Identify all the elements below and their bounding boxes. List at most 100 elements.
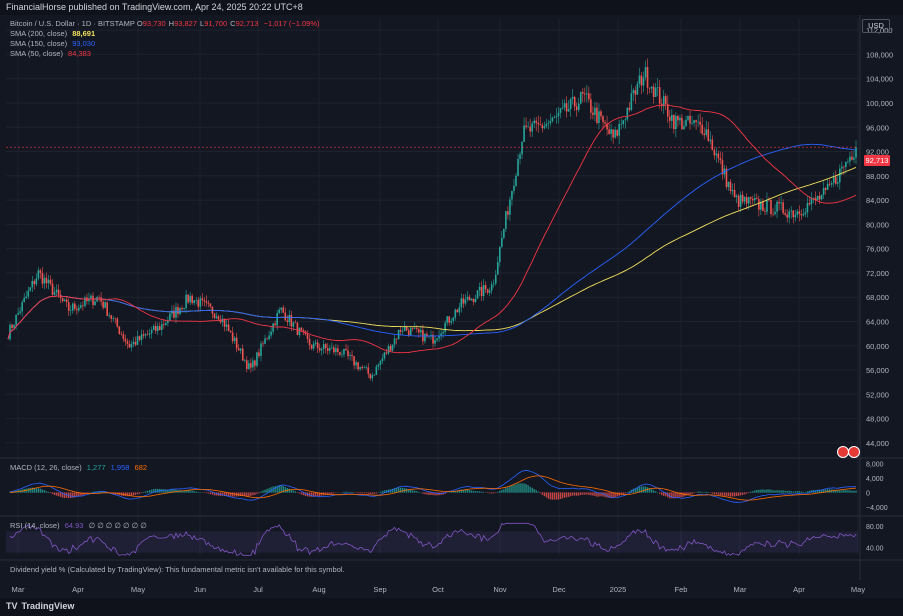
macd-histogram-bar [165, 489, 167, 493]
candle-body [577, 103, 580, 110]
candle-body [250, 363, 252, 368]
candle-body [167, 320, 169, 324]
macd-histogram-bar [592, 492, 594, 496]
macd-histogram-bar [855, 490, 857, 493]
candle-body [223, 318, 226, 327]
candle-body [703, 133, 706, 136]
candle-body [699, 121, 701, 125]
legend-sma50[interactable]: SMA (50, close) 84,383 [10, 49, 91, 58]
macd-histogram-bar [333, 492, 335, 494]
candle-body [335, 348, 337, 353]
macd-histogram-bar [349, 491, 351, 493]
macd-histogram-bar [818, 489, 821, 493]
candle-body [175, 307, 177, 318]
tradingview-logo[interactable]: TV TradingView [6, 601, 74, 611]
legend-rsi[interactable]: RSI (14, close) 64.93 ∅ ∅ ∅ ∅ ∅ ∅ ∅ [10, 521, 147, 530]
candle-body [371, 375, 374, 379]
macd-histogram-bar [357, 492, 359, 494]
macd-histogram-bar [308, 492, 311, 497]
candle-body [535, 120, 538, 123]
macd-histogram-bar [503, 489, 505, 493]
candle-body [252, 360, 254, 368]
macd-histogram-bar [385, 490, 388, 493]
candle-body [284, 312, 287, 321]
candle-body [416, 328, 418, 329]
macd-histogram-bar [646, 487, 649, 493]
candle-body [521, 141, 523, 155]
candle-body [671, 114, 673, 121]
candle-body [501, 237, 503, 247]
macd-histogram-bar [837, 490, 839, 493]
legend-sma200[interactable]: SMA (200, close) 88,691 [10, 29, 95, 38]
candle-body [845, 162, 847, 168]
macd-histogram-bar [727, 492, 730, 497]
macd-histogram-bar [679, 492, 681, 498]
macd-histogram-bar [691, 492, 693, 494]
candle-body [626, 107, 629, 120]
candle-body [656, 87, 659, 88]
candle-body [124, 338, 127, 342]
macd-signal-line [10, 475, 857, 501]
candle-body [539, 124, 542, 126]
candle-body [227, 324, 230, 332]
legend-macd[interactable]: MACD (12, 26, close) 1,277 1,958 682 [10, 463, 147, 472]
candle-body [278, 309, 280, 313]
ohlc-key: C [230, 19, 236, 28]
macd-histogram-bar [543, 492, 546, 497]
candle-body [385, 352, 388, 354]
candle-body [849, 156, 851, 162]
macd-histogram-bar [774, 490, 776, 493]
candle-body [233, 337, 236, 342]
rsi-line [9, 522, 857, 556]
macd-histogram-bar [559, 492, 562, 499]
macd-histogram-bar [586, 492, 588, 495]
event-flag-icon[interactable] [848, 446, 860, 458]
candle-body [256, 352, 258, 366]
dividend-note: Dividend yield % (Calculated by TradingV… [10, 565, 345, 574]
candle-body [729, 181, 732, 192]
candle-body [49, 279, 52, 284]
macd-histogram-bar [517, 483, 519, 493]
candle-body [320, 348, 323, 351]
candle-body [229, 331, 232, 333]
candle-body [187, 294, 189, 303]
macd-histogram-bar [476, 491, 479, 493]
candle-body [725, 168, 728, 188]
candle-body [312, 343, 315, 349]
candle-body [118, 326, 121, 334]
candle-body [260, 343, 262, 356]
brand-name: TradingView [21, 601, 75, 611]
macd-histogram-bar [460, 489, 463, 493]
candle-body [834, 176, 837, 184]
candle-body [341, 354, 343, 356]
candle-body [375, 366, 378, 375]
candle-body [847, 161, 849, 163]
candle-body [114, 318, 117, 319]
price-tick-label: 44,000 [866, 439, 889, 448]
candle-body [486, 289, 489, 293]
candle-body [193, 300, 195, 304]
legend-sma150[interactable]: SMA (150, close) 93,030 [10, 39, 95, 48]
macd-histogram-bar [395, 487, 398, 493]
candle-body [513, 185, 515, 191]
macd-histogram-bar [195, 491, 197, 493]
macd-histogram-bar [772, 490, 774, 493]
macd-histogram-bar [760, 489, 762, 493]
candle-body [784, 213, 786, 215]
candle-body [579, 92, 582, 104]
macd-histogram-bar [47, 491, 50, 493]
candle-body [448, 316, 451, 323]
macd-histogram-bar [555, 492, 558, 500]
macd-histogram-bar [843, 490, 845, 493]
candle-body [144, 334, 147, 336]
macd-histogram-bar [240, 492, 242, 497]
candle-body [78, 307, 80, 311]
candle-body [764, 210, 766, 212]
currency-button[interactable]: USD [862, 19, 890, 33]
macd-histogram-bar [462, 489, 465, 493]
macd-histogram-bar [713, 492, 716, 495]
macd-histogram-bar [533, 488, 535, 493]
candle-body [258, 352, 260, 356]
macd-histogram-bar [302, 492, 305, 496]
